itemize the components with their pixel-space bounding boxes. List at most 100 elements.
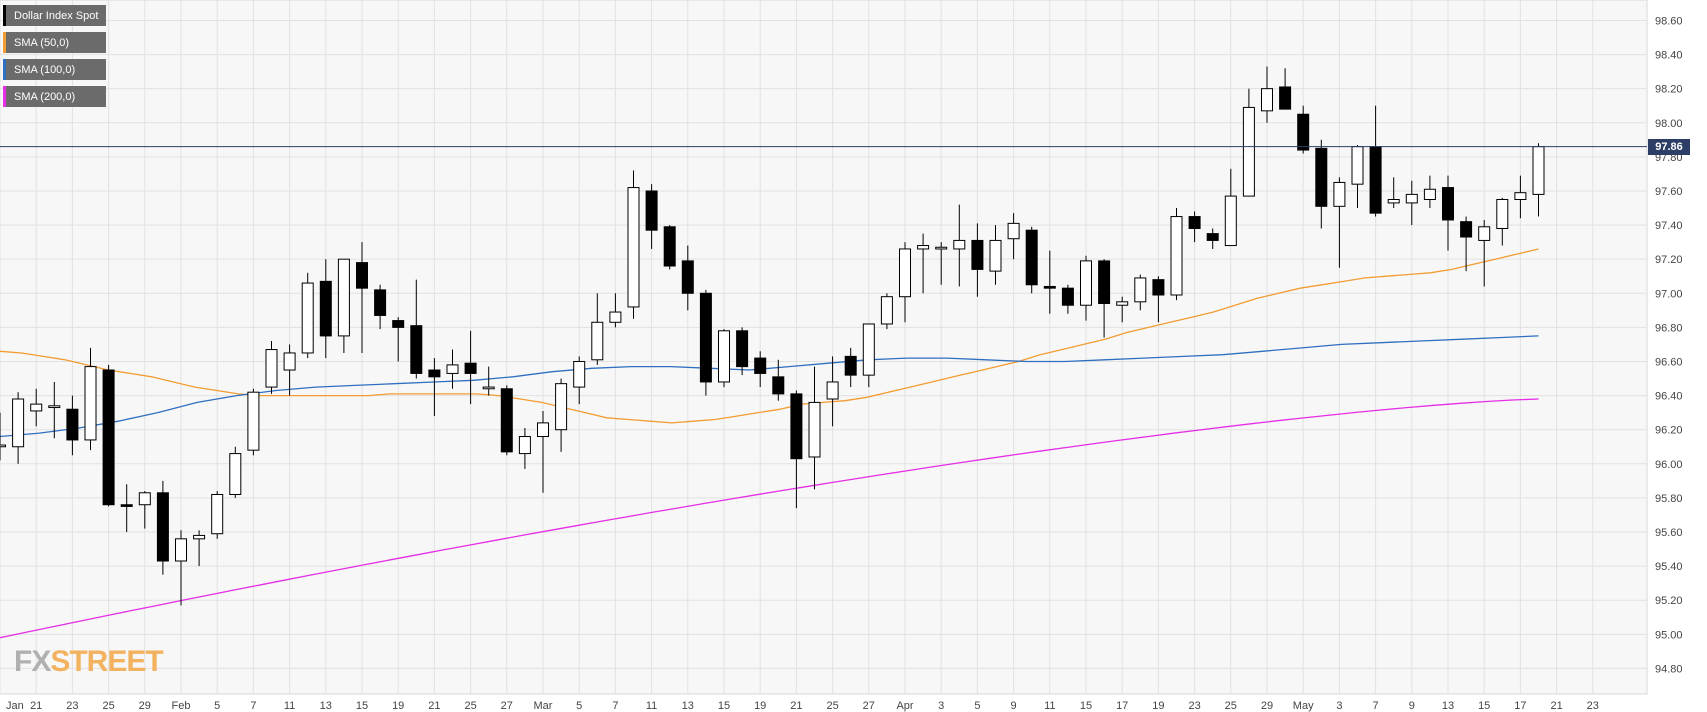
- candle-down[interactable]: [410, 325, 423, 374]
- candle-up[interactable]: [247, 391, 260, 451]
- candle-down[interactable]: [1279, 86, 1292, 110]
- candle-up[interactable]: [482, 386, 495, 390]
- candle-up[interactable]: [446, 364, 459, 374]
- candle-down[interactable]: [319, 280, 332, 337]
- candle-up[interactable]: [1405, 193, 1418, 204]
- y-tick-label: 96.80: [1655, 322, 1683, 334]
- candle-up[interactable]: [12, 398, 25, 448]
- legend-item-sma200[interactable]: SMA (200,0): [3, 86, 107, 107]
- candle-down[interactable]: [428, 369, 441, 378]
- candle-up[interactable]: [609, 311, 622, 323]
- candle-up[interactable]: [1007, 222, 1020, 240]
- candle-down[interactable]: [1315, 147, 1328, 207]
- candle-up[interactable]: [301, 282, 314, 354]
- candle-down[interactable]: [500, 388, 513, 453]
- candle-down[interactable]: [754, 357, 767, 374]
- candle-down[interactable]: [1460, 221, 1473, 238]
- candle-down[interactable]: [1061, 287, 1074, 306]
- candle-up[interactable]: [1134, 277, 1147, 303]
- candle-down[interactable]: [66, 408, 79, 441]
- candle-up[interactable]: [953, 239, 966, 250]
- candle-down[interactable]: [356, 262, 368, 289]
- candle-up[interactable]: [1387, 199, 1400, 204]
- candle-up[interactable]: [1261, 88, 1273, 112]
- candle-down[interactable]: [374, 289, 387, 316]
- candle-up[interactable]: [880, 296, 893, 325]
- x-tick-label: 25: [102, 700, 114, 712]
- candle-down[interactable]: [1152, 279, 1165, 296]
- candle-down[interactable]: [1297, 113, 1310, 151]
- candle-up[interactable]: [337, 258, 350, 337]
- candle-down[interactable]: [699, 292, 712, 383]
- candle-down[interactable]: [392, 320, 405, 328]
- candle-up[interactable]: [1170, 216, 1183, 296]
- x-tick-label: 25: [1225, 700, 1237, 712]
- candle-up[interactable]: [1333, 181, 1346, 207]
- candle-down[interactable]: [120, 504, 133, 507]
- candle-down[interactable]: [681, 260, 694, 294]
- candle-up[interactable]: [989, 239, 1002, 272]
- candle-up[interactable]: [1496, 199, 1509, 229]
- candle-down[interactable]: [1098, 260, 1111, 305]
- candle-down[interactable]: [1369, 146, 1382, 214]
- candle-up[interactable]: [229, 453, 242, 495]
- candle-up[interactable]: [193, 534, 206, 540]
- candle-up[interactable]: [1224, 195, 1237, 247]
- candle-up[interactable]: [537, 422, 549, 438]
- candle-up[interactable]: [862, 323, 875, 376]
- candle-up[interactable]: [899, 248, 911, 298]
- candle-up[interactable]: [48, 405, 61, 409]
- y-tick-label: 97.60: [1655, 186, 1683, 198]
- x-tick-label: 27: [501, 700, 513, 712]
- candle-up[interactable]: [718, 330, 730, 383]
- candle-up[interactable]: [1351, 146, 1364, 185]
- candle-down[interactable]: [1206, 233, 1219, 241]
- candle-down[interactable]: [156, 492, 169, 562]
- candle-down[interactable]: [971, 239, 984, 270]
- candle-down[interactable]: [645, 190, 658, 231]
- x-tick-label: 7: [250, 700, 256, 712]
- candle-down[interactable]: [464, 362, 477, 374]
- candle-up[interactable]: [1514, 192, 1527, 201]
- candle-up[interactable]: [1242, 106, 1255, 197]
- candle-up[interactable]: [0, 444, 6, 448]
- candle-down[interactable]: [772, 376, 785, 395]
- candle-up[interactable]: [555, 383, 568, 431]
- candle-down[interactable]: [102, 369, 115, 506]
- candle-up[interactable]: [211, 493, 224, 535]
- candle-up[interactable]: [808, 401, 821, 458]
- candle-down[interactable]: [790, 393, 803, 460]
- candle-up[interactable]: [175, 538, 187, 562]
- legend-swatch: [3, 32, 6, 53]
- candle-up[interactable]: [627, 187, 640, 308]
- candle-down[interactable]: [1188, 216, 1201, 229]
- candle-up[interactable]: [84, 366, 97, 441]
- candle-up[interactable]: [1116, 301, 1129, 306]
- candle-up[interactable]: [518, 436, 531, 455]
- candle-up[interactable]: [826, 381, 839, 400]
- candle-up[interactable]: [138, 492, 151, 506]
- legend-item-price[interactable]: Dollar Index Spot: [3, 5, 107, 26]
- candle-up[interactable]: [1423, 188, 1436, 201]
- candle-up[interactable]: [917, 245, 930, 250]
- candle-up[interactable]: [935, 246, 948, 250]
- logo-street: STREET: [50, 645, 163, 678]
- candle-down[interactable]: [1025, 229, 1038, 286]
- legend-item-sma50[interactable]: SMA (50,0): [3, 32, 107, 53]
- candle-up[interactable]: [30, 403, 43, 412]
- x-tick-label: 9: [1011, 700, 1017, 712]
- candle-up[interactable]: [1532, 146, 1545, 195]
- legend-item-sma100[interactable]: SMA (100,0): [3, 59, 107, 80]
- candle-up[interactable]: [283, 352, 296, 371]
- candle-down[interactable]: [844, 355, 857, 376]
- candle-down[interactable]: [663, 226, 676, 267]
- candle-up[interactable]: [265, 349, 278, 388]
- candle-down[interactable]: [1442, 187, 1454, 221]
- candle-up[interactable]: [591, 321, 604, 361]
- candle-up[interactable]: [573, 360, 586, 388]
- candle-down[interactable]: [736, 330, 749, 368]
- candle-up[interactable]: [1080, 260, 1092, 306]
- candle-down[interactable]: [1043, 285, 1056, 289]
- candle-up[interactable]: [1478, 226, 1491, 241]
- legend-label: SMA (100,0): [14, 63, 76, 76]
